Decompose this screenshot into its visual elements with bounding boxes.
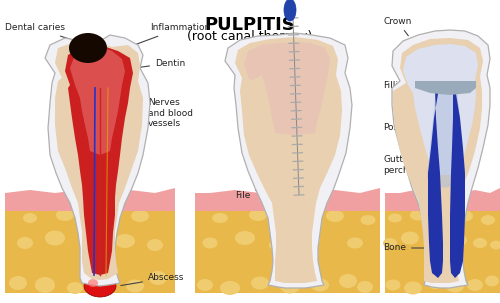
Ellipse shape bbox=[35, 277, 55, 293]
Polygon shape bbox=[385, 203, 500, 293]
Ellipse shape bbox=[386, 279, 400, 291]
Text: Filling: Filling bbox=[383, 81, 442, 89]
Polygon shape bbox=[427, 88, 465, 188]
Text: Dental caries: Dental caries bbox=[5, 24, 80, 42]
Ellipse shape bbox=[357, 281, 373, 293]
Ellipse shape bbox=[197, 279, 213, 291]
Ellipse shape bbox=[410, 209, 426, 221]
Polygon shape bbox=[415, 81, 476, 95]
Ellipse shape bbox=[427, 277, 443, 289]
Polygon shape bbox=[428, 88, 443, 278]
Polygon shape bbox=[225, 33, 352, 288]
Polygon shape bbox=[5, 203, 175, 293]
Ellipse shape bbox=[401, 231, 419, 245]
Text: Crown: Crown bbox=[383, 16, 412, 36]
Ellipse shape bbox=[446, 279, 464, 292]
Ellipse shape bbox=[84, 275, 116, 297]
Text: File: File bbox=[235, 176, 298, 199]
Ellipse shape bbox=[339, 274, 357, 288]
Ellipse shape bbox=[300, 233, 320, 247]
Ellipse shape bbox=[473, 238, 487, 248]
Text: Abscess: Abscess bbox=[120, 274, 184, 285]
Ellipse shape bbox=[69, 33, 107, 63]
Text: (root canal therapy): (root canal therapy) bbox=[188, 30, 312, 43]
Polygon shape bbox=[450, 88, 465, 278]
Polygon shape bbox=[65, 45, 133, 275]
Text: Post: Post bbox=[383, 118, 440, 132]
Ellipse shape bbox=[251, 277, 269, 289]
Ellipse shape bbox=[149, 271, 167, 285]
Text: Nerves
and blood
vessels: Nerves and blood vessels bbox=[118, 98, 193, 128]
Polygon shape bbox=[392, 30, 490, 288]
Ellipse shape bbox=[427, 239, 443, 251]
Ellipse shape bbox=[388, 214, 402, 222]
Text: Inflammation: Inflammation bbox=[120, 24, 210, 50]
Ellipse shape bbox=[212, 213, 228, 223]
Polygon shape bbox=[195, 203, 380, 293]
Polygon shape bbox=[195, 188, 380, 211]
Polygon shape bbox=[5, 188, 175, 211]
Text: Gutta
percha: Gutta percha bbox=[383, 155, 438, 175]
Polygon shape bbox=[244, 42, 330, 135]
Ellipse shape bbox=[284, 0, 296, 21]
Ellipse shape bbox=[88, 279, 98, 287]
Ellipse shape bbox=[383, 238, 397, 248]
Text: Bone: Bone bbox=[383, 244, 427, 252]
Ellipse shape bbox=[449, 234, 467, 247]
Text: Dentin: Dentin bbox=[138, 58, 185, 68]
Ellipse shape bbox=[202, 238, 218, 248]
Ellipse shape bbox=[67, 282, 83, 294]
Polygon shape bbox=[403, 44, 478, 175]
Ellipse shape bbox=[9, 276, 27, 290]
Ellipse shape bbox=[131, 210, 149, 222]
Ellipse shape bbox=[92, 215, 108, 227]
Ellipse shape bbox=[347, 238, 363, 248]
Ellipse shape bbox=[360, 215, 376, 225]
Polygon shape bbox=[55, 43, 143, 280]
Polygon shape bbox=[393, 38, 483, 283]
Ellipse shape bbox=[235, 231, 255, 245]
Ellipse shape bbox=[311, 278, 329, 291]
Ellipse shape bbox=[485, 275, 499, 287]
Ellipse shape bbox=[81, 241, 99, 255]
Ellipse shape bbox=[481, 215, 495, 225]
Ellipse shape bbox=[457, 211, 473, 221]
Ellipse shape bbox=[220, 281, 240, 295]
Ellipse shape bbox=[434, 216, 450, 226]
Ellipse shape bbox=[249, 209, 267, 221]
Polygon shape bbox=[385, 188, 500, 211]
Ellipse shape bbox=[94, 273, 116, 289]
Text: PULPITIS: PULPITIS bbox=[204, 16, 296, 34]
Ellipse shape bbox=[23, 213, 37, 223]
Ellipse shape bbox=[56, 209, 74, 221]
Ellipse shape bbox=[490, 241, 500, 249]
Ellipse shape bbox=[147, 239, 163, 251]
Polygon shape bbox=[70, 47, 125, 155]
Ellipse shape bbox=[467, 279, 483, 291]
Polygon shape bbox=[45, 35, 150, 286]
Ellipse shape bbox=[17, 237, 33, 249]
Polygon shape bbox=[235, 37, 342, 283]
Ellipse shape bbox=[280, 278, 300, 294]
Ellipse shape bbox=[287, 215, 303, 227]
Ellipse shape bbox=[126, 279, 144, 292]
Ellipse shape bbox=[115, 234, 135, 248]
Ellipse shape bbox=[269, 239, 287, 251]
Ellipse shape bbox=[404, 281, 422, 295]
Ellipse shape bbox=[326, 210, 344, 222]
Ellipse shape bbox=[45, 231, 65, 245]
